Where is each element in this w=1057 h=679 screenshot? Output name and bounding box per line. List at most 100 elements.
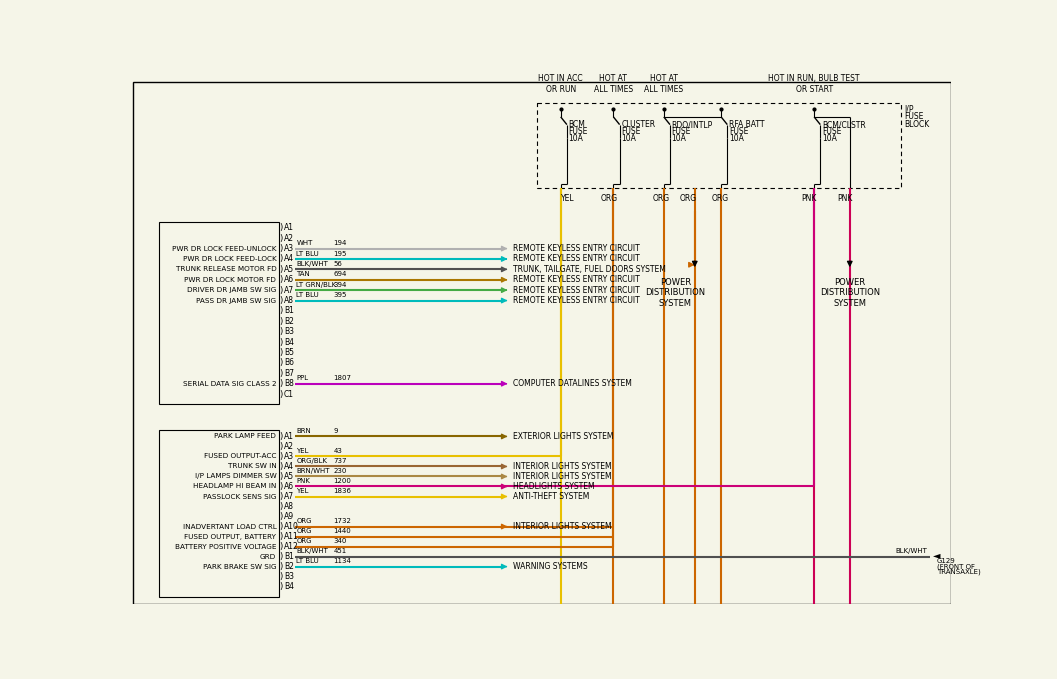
Text: ORG: ORG	[296, 538, 312, 545]
Text: BLK/WHT: BLK/WHT	[296, 261, 329, 267]
Text: ): )	[279, 359, 282, 367]
Text: LT BLU: LT BLU	[296, 251, 319, 257]
Text: BCM: BCM	[569, 120, 586, 129]
Text: 10A: 10A	[671, 134, 686, 143]
Text: REMOTE KEYLESS ENTRY CIRCUIT: REMOTE KEYLESS ENTRY CIRCUIT	[514, 244, 641, 253]
Text: ): )	[279, 306, 282, 316]
Text: 694: 694	[334, 272, 347, 278]
Text: A9: A9	[284, 512, 294, 521]
Text: A11: A11	[284, 532, 299, 541]
Text: A2: A2	[284, 234, 294, 242]
Text: B7: B7	[284, 369, 294, 378]
Text: B2: B2	[284, 562, 294, 571]
Text: ): )	[279, 442, 282, 451]
Text: HOT IN ACC
OR RUN: HOT IN ACC OR RUN	[538, 75, 583, 94]
Text: BRN: BRN	[296, 428, 311, 434]
Text: RDO/INTLP: RDO/INTLP	[671, 120, 712, 129]
Text: G129: G129	[937, 558, 956, 564]
Text: A5: A5	[284, 265, 294, 274]
Text: BLK/WHT: BLK/WHT	[895, 548, 927, 554]
Text: INADVERTANT LOAD CTRL: INADVERTANT LOAD CTRL	[183, 524, 276, 530]
Text: REMOTE KEYLESS ENTRY CIRCUIT: REMOTE KEYLESS ENTRY CIRCUIT	[514, 275, 641, 285]
Text: POWER
DISTRIBUTION
SYSTEM: POWER DISTRIBUTION SYSTEM	[820, 278, 879, 308]
Text: PPL: PPL	[296, 375, 309, 382]
Text: ): )	[279, 462, 282, 471]
Text: ): )	[279, 296, 282, 305]
Text: ORG/BLK: ORG/BLK	[296, 458, 328, 464]
Text: TRANSAXLE): TRANSAXLE)	[937, 569, 980, 575]
Text: 1836: 1836	[334, 488, 352, 494]
Text: YEL: YEL	[296, 448, 309, 454]
Text: POWER
DISTRIBUTION
SYSTEM: POWER DISTRIBUTION SYSTEM	[646, 278, 705, 308]
Text: DRIVER DR JAMB SW SIG: DRIVER DR JAMB SW SIG	[187, 287, 276, 293]
Text: B5: B5	[284, 348, 294, 357]
Text: LT BLU: LT BLU	[296, 558, 319, 564]
Text: ): )	[279, 432, 282, 441]
Text: ): )	[279, 492, 282, 501]
Text: A7: A7	[284, 492, 294, 501]
Text: A8: A8	[284, 502, 294, 511]
Text: ): )	[279, 582, 282, 591]
Text: BLOCK: BLOCK	[904, 120, 929, 129]
Text: 340: 340	[334, 538, 347, 545]
Text: A10: A10	[284, 522, 299, 531]
Text: ): )	[279, 572, 282, 581]
Text: INTERIOR LIGHTS SYSTEM: INTERIOR LIGHTS SYSTEM	[514, 472, 612, 481]
Text: LT GRN/BLK: LT GRN/BLK	[296, 282, 337, 288]
Text: ): )	[279, 286, 282, 295]
Text: BATTERY POSITIVE VOLTAGE: BATTERY POSITIVE VOLTAGE	[174, 544, 276, 549]
Text: REMOTE KEYLESS ENTRY CIRCUIT: REMOTE KEYLESS ENTRY CIRCUIT	[514, 296, 641, 305]
Text: RFA BATT: RFA BATT	[729, 120, 764, 129]
Text: ): )	[279, 255, 282, 263]
Text: A6: A6	[284, 275, 294, 285]
Text: 10A: 10A	[729, 134, 744, 143]
Text: A4: A4	[284, 462, 294, 471]
Text: HOT AT
ALL TIMES: HOT AT ALL TIMES	[594, 75, 633, 94]
Text: BLK/WHT: BLK/WHT	[296, 548, 329, 554]
Text: ): )	[279, 512, 282, 521]
Text: 10A: 10A	[569, 134, 583, 143]
Text: A2: A2	[284, 442, 294, 451]
Text: ): )	[279, 265, 282, 274]
Text: PWR DR LOCK FEED-UNLOCK: PWR DR LOCK FEED-UNLOCK	[172, 246, 276, 252]
Text: B3: B3	[284, 327, 294, 336]
Text: TRUNK SW IN: TRUNK SW IN	[227, 464, 276, 469]
Text: B4: B4	[284, 337, 294, 346]
Text: B6: B6	[284, 359, 294, 367]
Text: INTERIOR LIGHTS SYSTEM: INTERIOR LIGHTS SYSTEM	[514, 522, 612, 531]
Text: ): )	[279, 317, 282, 326]
Text: FUSE: FUSE	[671, 127, 691, 136]
Text: PNK: PNK	[296, 478, 311, 484]
Text: PARK LAMP FEED: PARK LAMP FEED	[215, 433, 276, 439]
Text: ): )	[279, 532, 282, 541]
Text: 195: 195	[334, 251, 347, 257]
Text: I/P LAMPS DIMMER SW: I/P LAMPS DIMMER SW	[194, 473, 276, 479]
Text: ): )	[279, 452, 282, 461]
Text: ): )	[279, 472, 282, 481]
Text: B1: B1	[284, 306, 294, 316]
Text: COMPUTER DATALINES SYSTEM: COMPUTER DATALINES SYSTEM	[514, 379, 632, 388]
Text: A5: A5	[284, 472, 294, 481]
Text: ): )	[279, 244, 282, 253]
Text: ): )	[279, 542, 282, 551]
Text: A12: A12	[284, 542, 299, 551]
Text: ): )	[279, 337, 282, 346]
Text: ): )	[279, 327, 282, 336]
Text: FUSE: FUSE	[569, 127, 588, 136]
Text: PASSLOCK SENS SIG: PASSLOCK SENS SIG	[203, 494, 276, 500]
Text: 1440: 1440	[334, 528, 351, 534]
Text: FUSE: FUSE	[622, 127, 641, 136]
Text: ): )	[279, 522, 282, 531]
Text: A4: A4	[284, 255, 294, 263]
Text: LT BLU: LT BLU	[296, 292, 319, 298]
Text: ORG: ORG	[296, 528, 312, 534]
Text: A3: A3	[284, 452, 294, 461]
Text: ◄: ◄	[932, 550, 940, 560]
Text: HOT IN RUN, BULB TEST
OR START: HOT IN RUN, BULB TEST OR START	[768, 75, 860, 94]
Text: PASS DR JAMB SW SIG: PASS DR JAMB SW SIG	[197, 297, 276, 304]
Text: BCM/CLSTR: BCM/CLSTR	[822, 120, 866, 129]
Text: 194: 194	[334, 240, 347, 246]
Text: FUSED OUTPUT-ACC: FUSED OUTPUT-ACC	[204, 454, 276, 460]
Text: REMOTE KEYLESS ENTRY CIRCUIT: REMOTE KEYLESS ENTRY CIRCUIT	[514, 286, 641, 295]
Text: WARNING SYSTEMS: WARNING SYSTEMS	[514, 562, 588, 571]
